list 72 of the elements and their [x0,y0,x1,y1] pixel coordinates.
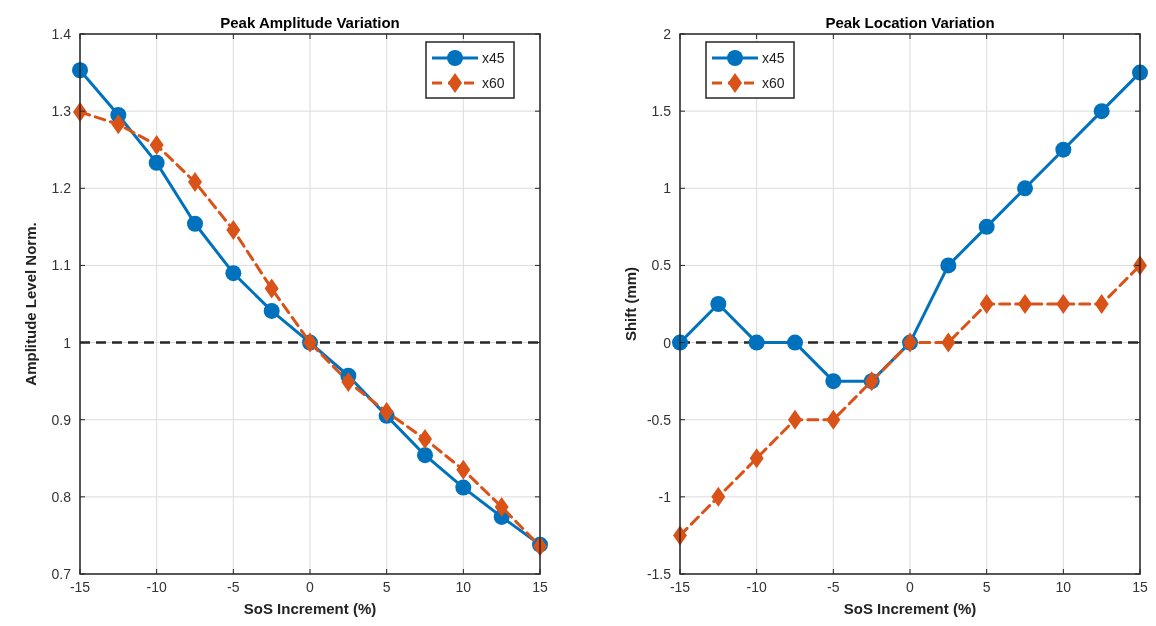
legend-label: x60 [762,75,785,91]
x-axis-title: SoS Increment (%) [243,600,377,617]
point [456,459,471,480]
x-axis-title: SoS Increment (%) [843,600,977,617]
point [1093,103,1110,120]
point [341,371,356,392]
y-tick-label: 0.5 [651,257,672,274]
x-tick-label: 5 [382,579,391,595]
y-tick-label: 1.5 [651,103,672,120]
y-tick-label: 1.2 [51,180,72,197]
y-tick-label: 0 [663,334,672,351]
point [1055,141,1072,158]
x-tick-label: 10 [455,579,472,595]
point [825,373,842,390]
legend-label: x45 [762,50,785,66]
point [148,154,165,171]
y-tick-label: 0.8 [51,488,72,505]
point [149,135,164,156]
y-tick-label: 2 [663,26,672,42]
point [1056,294,1071,314]
point [418,429,432,449]
point [417,447,433,464]
x-tick-label: -10 [746,579,767,595]
point [711,486,726,507]
point [225,265,242,282]
y-tick-label: 1.1 [51,257,72,274]
chart-title: Peak Amplitude Variation [220,14,400,31]
point [710,296,727,312]
point [787,334,803,351]
y-tick-label: -1 [658,488,672,505]
point [749,448,764,469]
point [826,409,841,430]
y-tick-label: 1 [63,334,72,351]
chart-title: Peak Location Variation [825,14,995,31]
point [748,334,765,351]
y-tick-label: -1.5 [646,566,672,582]
y-tick-label: 1 [663,180,672,197]
point [226,219,241,240]
point [187,215,203,232]
point [379,402,394,422]
x-tick-label: -15 [69,579,91,595]
x-tick-label: 0 [306,579,315,595]
x-tick-label: 5 [982,579,991,595]
x-tick-label: -10 [146,579,167,595]
x-tick-label: 10 [1055,579,1072,595]
y-tick-label: -0.5 [646,411,672,428]
y-tick-label: 0.9 [51,411,72,428]
point [941,332,956,353]
point [1094,294,1109,314]
x-tick-label: -5 [827,579,840,595]
y-axis-title: Amplitude Level Norm. [22,222,39,386]
x-tick-label: 0 [906,579,915,595]
x-tick-label: 15 [532,579,548,595]
y-tick-label: 1.3 [51,103,72,120]
point [1017,180,1033,197]
x-tick-label: 15 [1132,579,1148,595]
point [264,278,279,299]
point [940,257,957,274]
y-axis-title: Shift (mm) [622,266,639,342]
x-tick-label: -15 [669,579,691,595]
legend-label: x60 [482,75,505,91]
point [455,479,472,496]
point [1018,294,1032,314]
legend-label: x45 [482,50,505,66]
y-tick-label: 0.7 [51,566,72,582]
point [494,496,509,517]
point [978,218,995,235]
point [111,114,126,135]
y-tick-label: 1.4 [51,26,72,42]
point [263,302,280,319]
point [979,294,994,314]
x-tick-label: -5 [227,579,240,595]
